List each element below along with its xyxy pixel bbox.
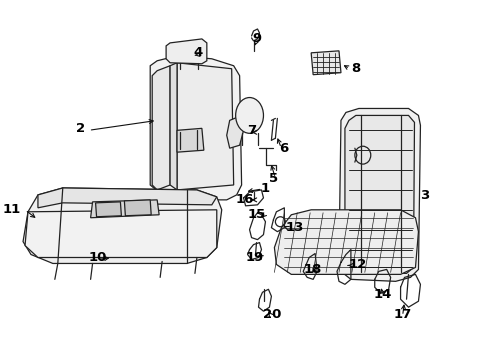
- Polygon shape: [150, 56, 241, 200]
- Text: 2: 2: [75, 122, 84, 135]
- Text: 13: 13: [285, 221, 303, 234]
- Polygon shape: [338, 108, 420, 281]
- Text: 9: 9: [251, 32, 261, 45]
- Polygon shape: [226, 116, 243, 148]
- Polygon shape: [38, 188, 216, 208]
- Text: 16: 16: [235, 193, 253, 206]
- Text: 11: 11: [3, 203, 21, 216]
- Text: 4: 4: [193, 46, 202, 59]
- Polygon shape: [344, 116, 414, 273]
- Text: 3: 3: [420, 189, 429, 202]
- Text: 15: 15: [247, 208, 265, 221]
- Text: 5: 5: [268, 171, 277, 185]
- Text: 19: 19: [244, 251, 263, 264]
- Text: 8: 8: [350, 62, 360, 75]
- Text: 12: 12: [348, 258, 366, 271]
- Polygon shape: [274, 210, 418, 274]
- Polygon shape: [177, 63, 233, 190]
- Polygon shape: [124, 200, 151, 216]
- Text: 17: 17: [393, 308, 411, 321]
- Polygon shape: [310, 51, 340, 75]
- Text: 10: 10: [88, 251, 106, 264]
- Text: 14: 14: [373, 288, 391, 301]
- Polygon shape: [90, 200, 159, 218]
- Polygon shape: [25, 210, 216, 257]
- Polygon shape: [23, 188, 221, 264]
- Polygon shape: [166, 39, 206, 64]
- Polygon shape: [95, 202, 121, 217]
- Text: 18: 18: [304, 263, 322, 276]
- Polygon shape: [177, 128, 203, 152]
- Ellipse shape: [235, 98, 263, 133]
- Text: 6: 6: [279, 142, 288, 155]
- Text: 1: 1: [260, 183, 269, 195]
- Text: 7: 7: [247, 124, 256, 137]
- Polygon shape: [170, 63, 177, 190]
- Polygon shape: [152, 66, 170, 190]
- Text: 20: 20: [263, 308, 281, 321]
